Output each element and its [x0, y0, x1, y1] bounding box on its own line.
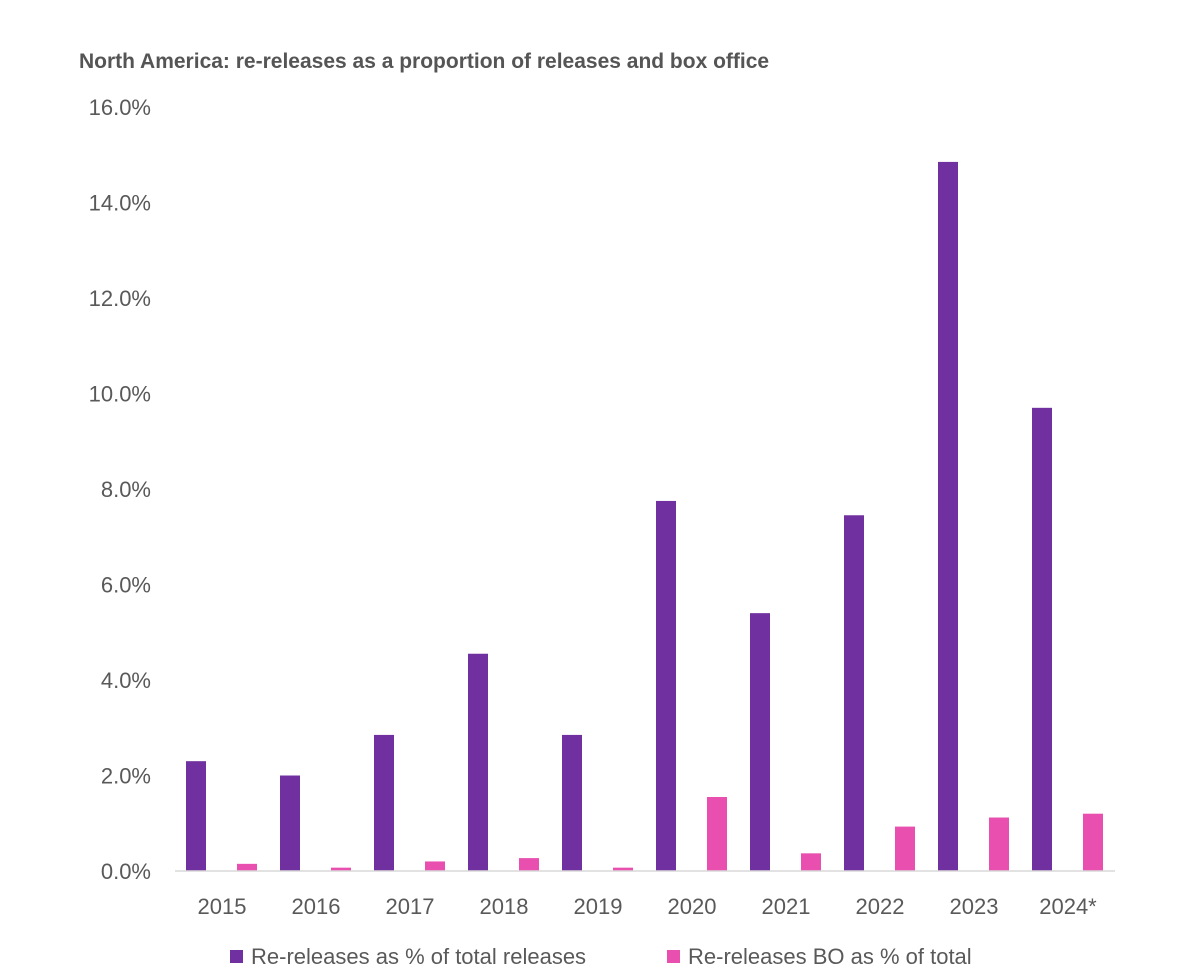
legend-swatch [667, 950, 680, 963]
y-tick-label: 14.0% [89, 191, 151, 216]
x-tick-label: 2018 [480, 894, 529, 919]
bar-total-releases [280, 775, 300, 871]
bar-total-releases [562, 734, 582, 871]
bar-total-releases [468, 653, 488, 871]
bar-box-office [237, 863, 257, 871]
x-tick-label: 2020 [668, 894, 717, 919]
bar-box-office [519, 858, 539, 871]
x-tick-label: 2022 [856, 894, 905, 919]
bar-box-office [801, 853, 821, 871]
y-tick-label: 10.0% [89, 382, 151, 407]
y-tick-label: 16.0% [89, 95, 151, 120]
bar-total-releases [186, 761, 206, 871]
x-axis-labels: 2015 2016 2017 2018 2019 2020 2021 2022 2023 2024… [198, 894, 1098, 919]
y-tick-label: 8.0% [101, 477, 151, 502]
y-axis-labels: 0.0% 2.0% 4.0% 6.0% 8.0% 10.0% 12.0% 14.0% 16.0% [89, 95, 151, 884]
bar-total-releases [656, 500, 676, 871]
legend-label: Re-releases BO as % of total [688, 944, 972, 969]
x-tick-label: 2021 [762, 894, 811, 919]
bar-box-office [707, 796, 727, 871]
bar-total-releases [844, 515, 864, 871]
y-tick-label: 6.0% [101, 573, 151, 598]
chart-title: North America: re-releases as a proporti… [79, 50, 770, 73]
x-tick-label: 2024* [1039, 894, 1097, 919]
bar-box-office [895, 826, 915, 871]
y-tick-label: 2.0% [101, 764, 151, 789]
x-tick-label: 2016 [292, 894, 341, 919]
x-tick-label: 2017 [386, 894, 435, 919]
x-tick-label: 2023 [950, 894, 999, 919]
bar-box-office [989, 817, 1009, 871]
bar-box-office [425, 861, 445, 871]
bar-total-releases [374, 734, 394, 871]
bar-total-releases [1032, 407, 1052, 871]
y-tick-label: 12.0% [89, 286, 151, 311]
y-tick-label: 4.0% [101, 668, 151, 693]
x-tick-label: 2015 [198, 894, 247, 919]
legend-label: Re-releases as % of total releases [251, 944, 586, 969]
y-tick-label: 0.0% [101, 859, 151, 884]
bars-group [186, 161, 1103, 872]
legend-swatch [230, 950, 243, 963]
bar-total-releases [938, 161, 958, 872]
legend: Re-releases as % of total releases Re-rel… [230, 944, 972, 969]
x-tick-label: 2019 [574, 894, 623, 919]
bar-total-releases [750, 613, 770, 871]
bar-box-office [613, 867, 633, 871]
bar-box-office [1083, 813, 1103, 871]
bar-box-office [331, 867, 351, 871]
